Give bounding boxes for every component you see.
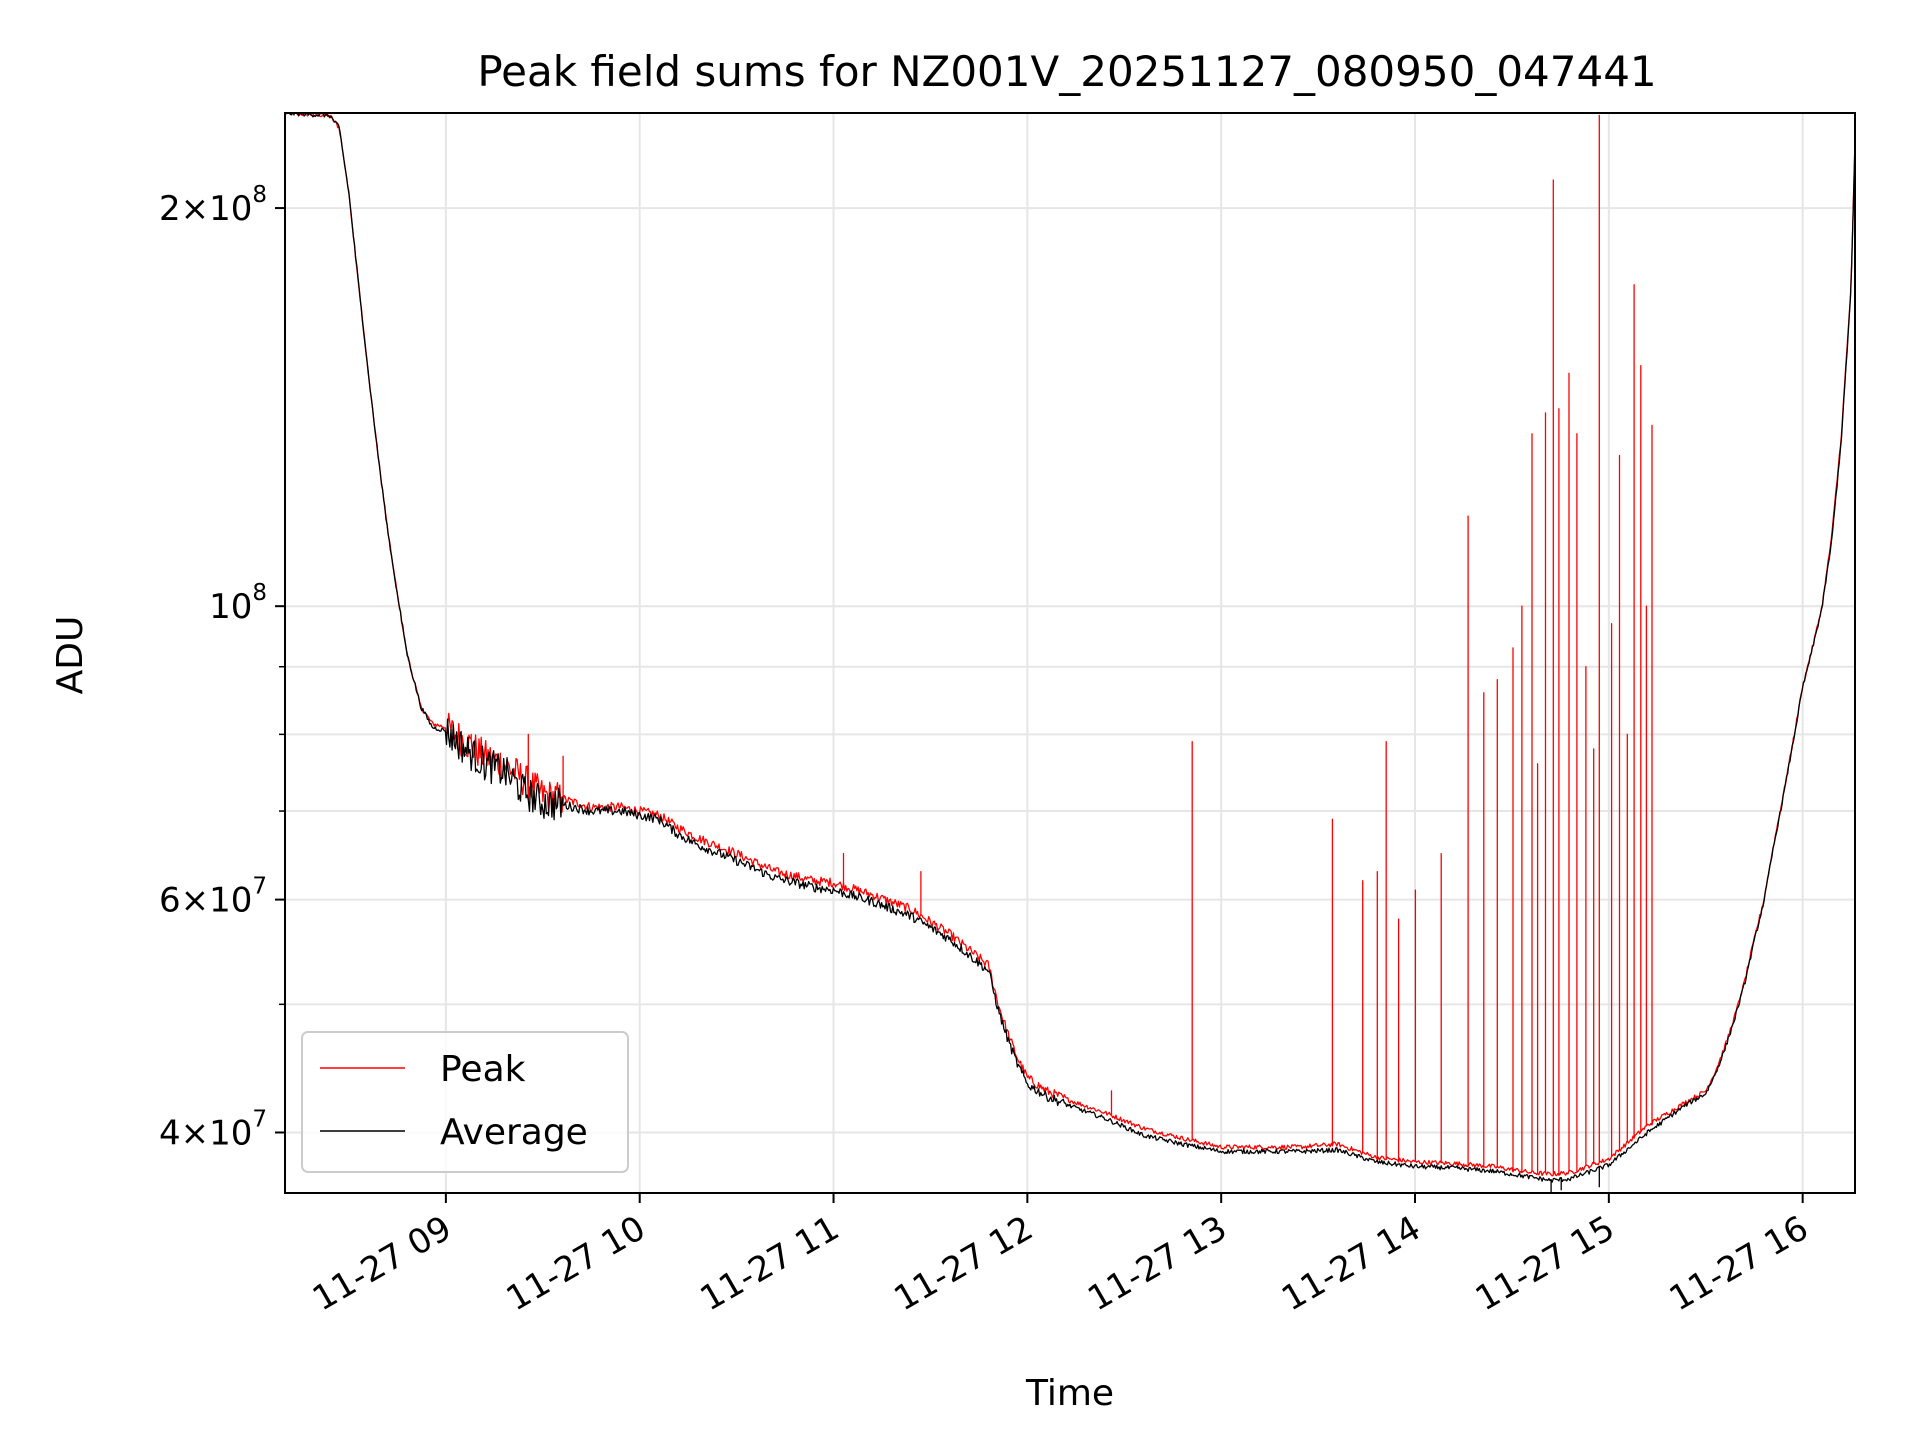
series-line-peak: [285, 113, 1855, 1177]
series-lines: [285, 113, 1855, 1193]
y-tick-label: 4×107: [159, 1106, 267, 1153]
chart-title: Peak field sums for NZ001V_20251127_0809…: [477, 47, 1656, 96]
y-tick-label: 2×108: [159, 182, 267, 229]
series-line-average: [285, 113, 1855, 1193]
y-tick-label: 6×107: [159, 874, 267, 921]
plot-frame: [284, 112, 1856, 1194]
legend-label-peak: Peak: [440, 1049, 526, 1090]
y-axis-label: ADU: [50, 616, 91, 695]
legend-box: [301, 1031, 629, 1173]
y-tick-label: 108: [209, 580, 267, 627]
y-axis-ticks: 4×107 6×107 108 2×108: [159, 182, 285, 1153]
legend-label-average: Average: [440, 1112, 588, 1153]
x-axis-label: Time: [1025, 1373, 1114, 1414]
legend: Peak Average: [301, 1031, 629, 1173]
